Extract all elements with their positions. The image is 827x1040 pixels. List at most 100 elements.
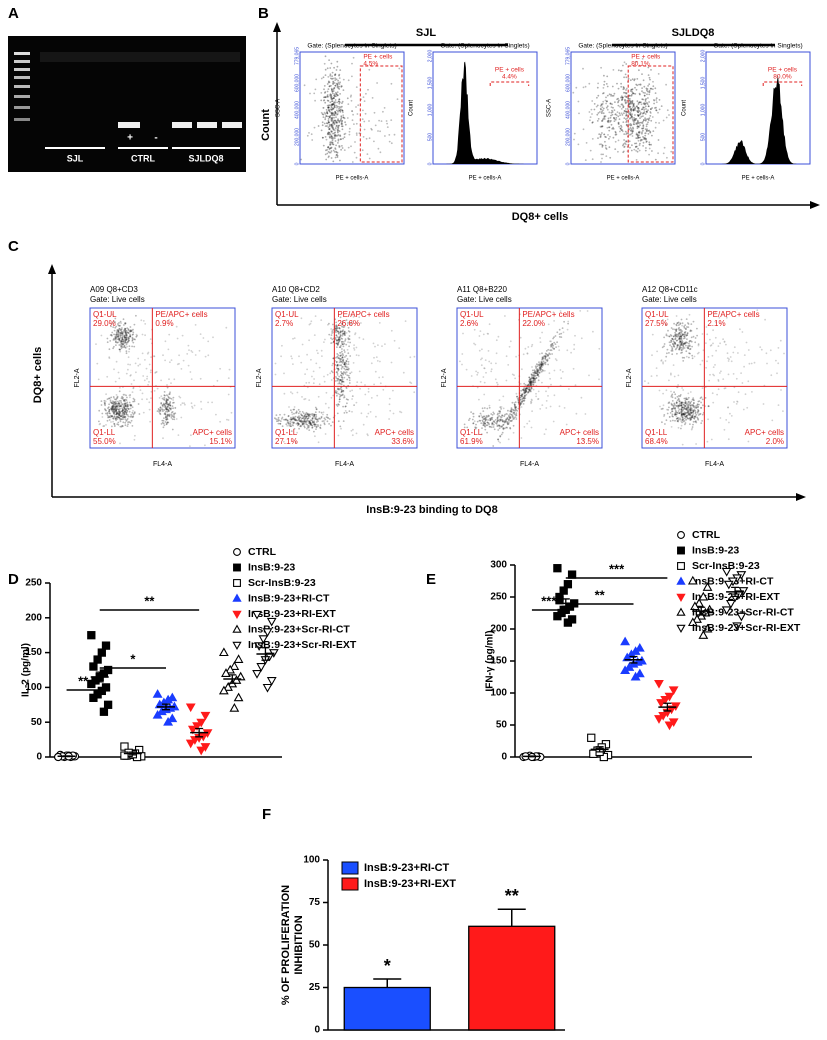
event-dot [701,359,704,362]
event-dot [202,337,205,339]
event-dot [673,413,676,415]
point [664,721,675,731]
event-dot [149,371,152,374]
event-dot [498,412,501,415]
event-dot [541,364,544,367]
histogram [433,61,537,164]
event-dot [332,103,334,106]
event-dot [320,99,323,102]
event-dot [647,105,650,108]
event-dot [168,319,171,321]
event-dot [602,92,605,94]
event-dot [347,321,349,324]
event-dot [113,345,115,348]
event-dot [326,416,329,419]
event-dot [123,330,125,333]
event-dot [330,147,332,150]
y-tick-label: 75 [309,897,321,908]
event-dot [521,395,523,398]
event-dot [539,368,541,371]
event-dot [131,425,134,427]
event-dot [617,87,620,90]
event-dot [110,333,113,336]
event-dot [311,414,314,417]
event-dot [615,114,618,117]
event-dot [369,411,372,413]
event-dot [301,417,304,420]
event-dot [310,419,313,422]
event-dot [610,95,612,97]
event-dot [678,332,681,335]
event-dot [125,333,128,336]
event-dot [652,130,655,133]
event-dot [692,409,695,412]
event-dot [674,408,676,410]
event-dot [671,393,674,396]
event-dot [684,402,687,404]
event-dot [525,391,528,393]
event-dot [291,413,294,416]
event-dot [661,407,664,410]
event-dot [513,374,515,377]
event-dot [553,348,555,350]
event-dot [636,110,638,112]
event-dot [697,414,700,416]
event-dot [501,425,503,427]
event-dot [298,415,300,418]
event-dot [561,327,564,329]
event-dot [305,413,307,415]
event-dot [485,416,488,419]
event-dot [608,129,611,132]
event-dot [681,443,684,446]
event-dot [166,421,169,424]
event-dot [118,410,121,413]
event-dot [327,150,330,153]
event-dot [548,357,551,359]
event-dot [335,334,338,336]
event-dot [340,379,343,382]
event-dot [120,340,123,343]
event-dot [132,415,135,418]
point [163,716,174,726]
event-dot [114,337,117,340]
event-dot [311,418,314,420]
event-dot [116,335,119,338]
event-dot [336,372,339,375]
event-dot [696,411,699,413]
event-dot [325,122,328,124]
event-dot [693,415,696,418]
event-dot [671,350,674,352]
event-dot [680,342,683,344]
event-dot [651,88,654,90]
event-dot [686,332,689,334]
plot-tick-label: 0 [294,162,300,165]
event-dot [302,420,305,423]
event-dot [663,415,665,418]
event-dot [487,422,490,425]
event-dot [625,121,628,123]
event-dot [655,109,658,111]
event-dot [331,90,334,93]
event-dot [129,334,132,337]
event-dot [340,123,343,125]
lane-mark: - [154,133,157,144]
event-dot [625,133,627,136]
event-dot [645,147,647,149]
event-dot [125,343,128,346]
event-dot [166,418,168,420]
event-dot [355,156,358,159]
event-dot [645,140,648,143]
event-dot [305,420,308,423]
event-dot [750,362,753,365]
event-dot [341,102,343,104]
plot-tick-label: 0 [700,162,706,165]
event-dot [625,140,627,143]
event-dot [597,112,600,114]
event-dot [727,406,729,409]
event-dot [340,117,343,120]
event-dot [331,371,334,374]
event-dot [288,406,290,408]
event-dot [324,92,326,94]
event-dot [675,413,677,416]
event-dot [506,417,509,420]
